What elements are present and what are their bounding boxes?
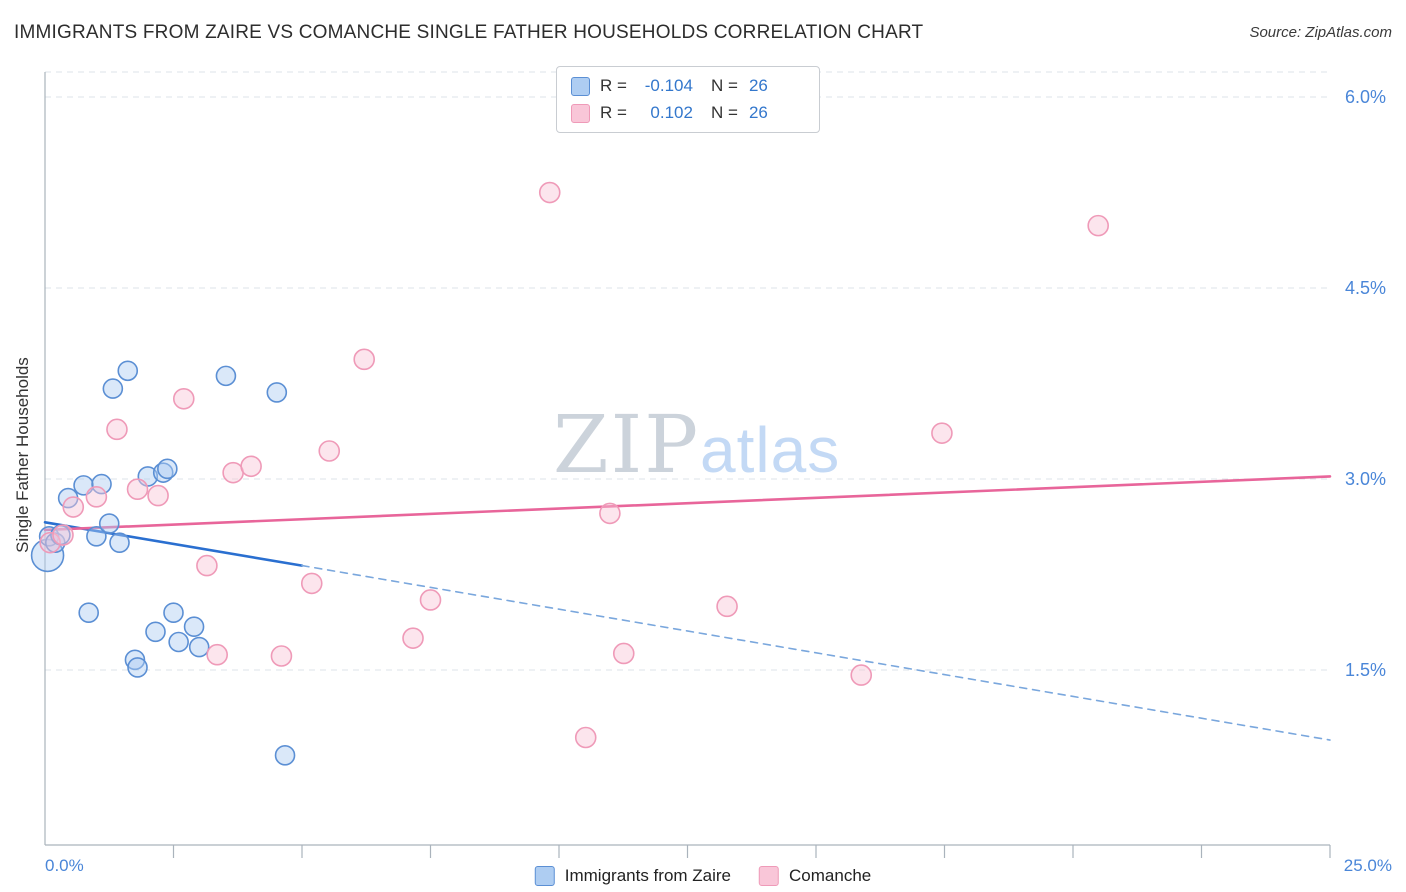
comanche-legend-swatch (759, 866, 780, 886)
scatter-point-zaire (274, 745, 296, 766)
legend-row-comanche: R = 0.102 N = 26 (571, 103, 805, 123)
page-title: IMMIGRANTS FROM ZAIRE VS COMANCHE SINGLE… (14, 22, 924, 43)
scatter-point-comanche (147, 484, 169, 507)
y-tick-label: 3.0% (1345, 469, 1386, 489)
scatter-point-comanche (222, 461, 244, 484)
zaire-trend-solid (43, 521, 304, 567)
scatter-point-comanche (172, 387, 195, 410)
y-tick-label: 6.0% (1345, 87, 1386, 107)
watermark-atlas-text: atlas (700, 414, 841, 486)
y-tick-label: 4.5% (1345, 278, 1386, 298)
zipatlas-watermark: ZIP atlas (553, 398, 840, 491)
scatter-point-comanche (353, 348, 375, 371)
scatter-point-comanche (62, 496, 85, 518)
scatter-point-zaire (168, 631, 189, 653)
comanche-trend (43, 475, 1332, 532)
scatter-point-comanche (574, 726, 597, 749)
y-tick-label: 1.5% (1345, 660, 1386, 680)
scatter-point-comanche (419, 589, 442, 611)
scatter-point-comanche (85, 486, 108, 508)
scatter-point-zaire (183, 616, 205, 638)
scatter-point-comanche (206, 643, 228, 666)
r-label: R = (600, 103, 627, 122)
scatter-point-comanche (538, 181, 561, 204)
scatter-point-comanche (196, 554, 218, 577)
scatter-point-zaire (145, 621, 166, 643)
scatter-point-comanche (39, 531, 61, 554)
scatter-point-zaire (127, 657, 148, 678)
scatter-point-zaire (163, 602, 184, 624)
scatter-point-zaire (215, 365, 237, 387)
scatter-point-zaire (157, 458, 178, 480)
scatter-point-zaire (98, 513, 120, 534)
scatter-point-comanche (240, 455, 262, 478)
x-axis-max-label: 25.0% (1344, 856, 1392, 875)
scatter-point-zaire (78, 602, 99, 624)
scatter-point-zaire (91, 473, 112, 495)
scatter-point-comanche (850, 664, 873, 686)
legend-row-zaire: R = -0.104 N = 26 (571, 76, 805, 96)
scatter-point-comanche (126, 478, 149, 500)
watermark-zip-text: ZIP (553, 398, 701, 491)
zaire-legend-label: Immigrants from Zaire (564, 866, 732, 885)
scatter-point-zaire (109, 532, 130, 553)
n-value-comanche: 26 (748, 103, 768, 122)
scatter-point-comanche (931, 422, 953, 444)
scatter-point-comanche (270, 645, 293, 667)
scatter-point-zaire (102, 378, 124, 399)
scatter-point-comanche (300, 572, 323, 595)
zaire-trend-extrapolated (301, 564, 1331, 741)
comanche-legend-label: Comanche (789, 866, 872, 885)
legend-item-comanche: Comanche (759, 866, 871, 886)
scatter-point-zaire (124, 649, 146, 671)
r-label: R = (600, 76, 627, 95)
legend-item-zaire: Immigrants from Zaire (534, 866, 732, 886)
n-label: N = (710, 76, 738, 95)
source-attribution: Source: ZipAtlas.com (1249, 24, 1392, 41)
scatter-point-comanche (1087, 214, 1109, 237)
correlation-stats-box: R = -0.104 N = 26 R = 0.102 N = 26 (556, 66, 820, 133)
scatter-point-comanche (612, 642, 635, 665)
scatter-point-zaire (266, 382, 288, 403)
comanche-series-swatch (571, 103, 590, 123)
x-axis-min-label: 0.0% (45, 856, 84, 875)
r-value-comanche: 0.102 (650, 103, 693, 122)
r-value-zaire: -0.104 (644, 76, 693, 95)
scatter-point-comanche (599, 502, 621, 525)
scatter-point-zaire (117, 360, 139, 382)
scatter-point-zaire (86, 526, 107, 547)
zaire-series-swatch (571, 76, 590, 96)
y-axis-label: Single Father Households (13, 357, 32, 553)
n-label: N = (710, 103, 738, 122)
series-legend: Immigrants from Zaire Comanche (534, 866, 871, 886)
zaire-legend-swatch (534, 866, 555, 886)
scatter-point-comanche (716, 595, 738, 618)
scatter-point-zaire (188, 636, 210, 658)
scatter-point-zaire (30, 538, 65, 573)
scatter-point-comanche (402, 627, 424, 649)
scatter-point-comanche (318, 440, 341, 462)
scatter-point-comanche (52, 524, 74, 546)
scatter-point-comanche (106, 418, 128, 441)
n-value-zaire: 26 (748, 76, 768, 95)
